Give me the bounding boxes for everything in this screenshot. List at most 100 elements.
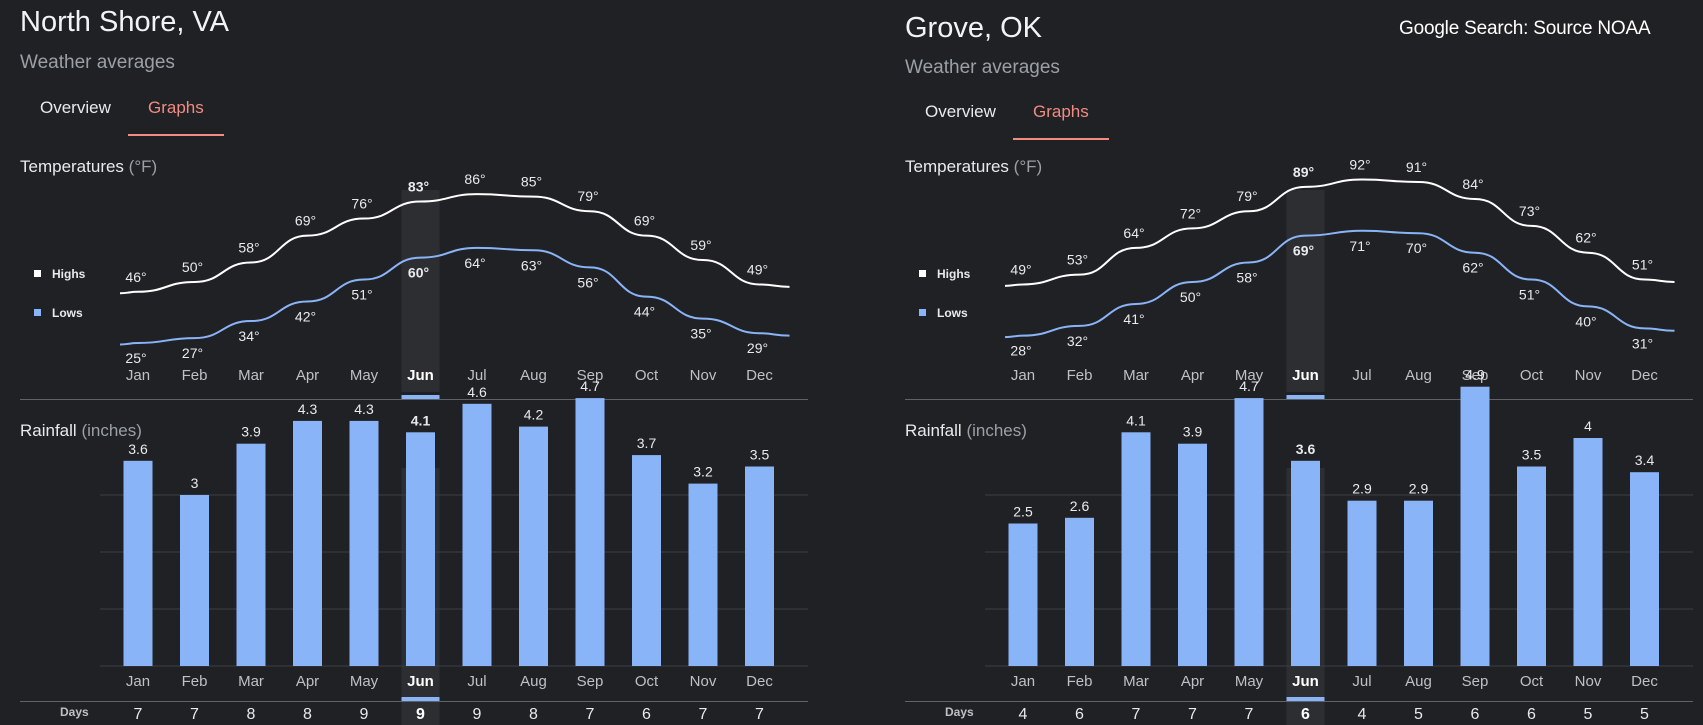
rain-data-label: 4.7 [580, 378, 600, 394]
temp-divider [20, 399, 808, 400]
rain-month-label: Sep [577, 673, 604, 690]
lows-data-label: 32° [1067, 333, 1088, 349]
rain-data-label: 4.2 [524, 407, 544, 423]
highs-data-label: 84° [1462, 176, 1483, 192]
rain-data-label: 3.6 [128, 441, 148, 457]
highs-data-label: 51° [1632, 257, 1653, 273]
rain-bar [1234, 398, 1264, 666]
rain-bar [1178, 443, 1207, 666]
lows-data-label: 51° [1519, 287, 1540, 303]
tab-bar: Overview Graphs [905, 97, 1305, 141]
temp-month-label: May [350, 367, 379, 384]
rain-month-label: Aug [1405, 673, 1432, 690]
lows-data-label: 28° [1010, 343, 1031, 359]
rain-bar [1517, 466, 1546, 666]
highs-data-label: 62° [1575, 230, 1596, 246]
lows-line [119, 246, 790, 346]
rain-bar [1404, 500, 1433, 666]
rain-month-label: Feb [1067, 673, 1093, 690]
temperatures-title: Temperatures (°F) [20, 157, 157, 177]
lows-line [1004, 229, 1675, 339]
rain-data-label: 3.5 [750, 447, 770, 463]
rain-bar [575, 398, 605, 666]
rain-month-label: Apr [296, 673, 319, 690]
highs-data-label: 58° [238, 239, 259, 255]
tab-overview[interactable]: Overview [40, 98, 111, 117]
temp-month-label: Jun [407, 367, 434, 384]
rain-data-label: 3.9 [1183, 424, 1203, 440]
rain-bar [1291, 460, 1320, 666]
highs-data-label: 50° [182, 259, 203, 275]
legend-highs-label: Highs [937, 267, 971, 281]
highs-line [1004, 178, 1675, 287]
rain-bar [123, 460, 153, 666]
rain-bar [1630, 472, 1659, 666]
rain-data-label: 4.9 [1465, 367, 1485, 383]
highs-data-label: 53° [1067, 252, 1088, 268]
highs-data-label: 64° [1123, 225, 1144, 241]
highs-data-label: 92° [1349, 157, 1370, 173]
highs-data-label: 91° [1406, 159, 1427, 175]
rain-bar [1121, 432, 1151, 666]
rain-bar [1573, 438, 1603, 666]
rain-data-label: 4.1 [1126, 412, 1146, 428]
temp-month-label: Jan [126, 367, 150, 384]
highs-data-label: 59° [690, 237, 711, 253]
temp-month-label: Aug [520, 367, 547, 384]
rain-bar [745, 466, 774, 666]
rain-days-value: 7 [699, 706, 708, 723]
tab-graphs[interactable]: Graphs [1013, 101, 1109, 140]
rain-days-value: 4 [1358, 706, 1367, 723]
tab-bar: Overview Graphs [20, 93, 420, 137]
lows-data-label: 31° [1632, 335, 1653, 351]
lows-data-label: 27° [182, 345, 203, 361]
rain-days-value: 6 [1075, 706, 1084, 723]
highs-data-label: 49° [1010, 261, 1031, 277]
rain-days-value: 6 [1527, 706, 1536, 723]
rain-data-label: 2.5 [1013, 504, 1033, 520]
lows-data-label: 56° [577, 274, 598, 290]
selected-month-indicator-temp [1286, 395, 1325, 399]
highs-data-label: 79° [577, 188, 598, 204]
lows-data-label: 69° [1293, 243, 1314, 259]
days-label: Days [945, 705, 974, 719]
highs-data-label: 49° [747, 261, 768, 277]
selected-month-column-temp [1286, 190, 1325, 392]
rain-data-label: 2.6 [1070, 498, 1090, 514]
rain-days-value: 8 [303, 706, 312, 723]
rain-month-label: Nov [1575, 673, 1602, 690]
tab-overview[interactable]: Overview [925, 102, 996, 121]
rain-bar [1347, 500, 1377, 666]
rain-month-label: Dec [746, 673, 773, 690]
temp-month-label: Apr [296, 367, 319, 384]
days-label: Days [60, 705, 89, 719]
rain-days-value: 7 [1188, 706, 1197, 723]
rain-month-label: Jul [1352, 673, 1371, 690]
rain-days-value: 7 [755, 706, 764, 723]
rain-bar [632, 455, 661, 666]
rain-month-label: Oct [635, 673, 659, 690]
lows-data-label: 50° [1180, 289, 1201, 305]
lows-data-label: 58° [1236, 269, 1257, 285]
tab-graphs[interactable]: Graphs [128, 97, 224, 136]
temp-month-label: May [1235, 367, 1264, 384]
lows-data-label: 71° [1349, 238, 1370, 254]
source-caption: Google Search: Source NOAA [1399, 18, 1651, 39]
highs-data-label: 79° [1236, 188, 1257, 204]
rain-divider [905, 701, 1693, 702]
rain-bar [462, 403, 492, 666]
rain-bar [519, 426, 548, 666]
rainfall-title: Rainfall (inches) [20, 421, 142, 441]
legend-lows-swatch [919, 309, 926, 316]
lows-data-label: 34° [238, 328, 259, 344]
highs-data-label: 86° [464, 171, 485, 187]
highs-data-label: 89° [1293, 164, 1314, 180]
rain-month-label: Jun [1292, 673, 1319, 690]
city-title: Grove, OK [905, 12, 1042, 44]
weather-panel-grove: Grove, OK Weather averages Overview Grap… [885, 0, 1703, 725]
rain-days-value: 5 [1640, 706, 1649, 723]
lows-data-label: 40° [1575, 313, 1596, 329]
temp-month-label: Nov [690, 367, 717, 384]
lows-data-label: 42° [295, 309, 316, 325]
rain-month-label: Sep [1462, 673, 1489, 690]
